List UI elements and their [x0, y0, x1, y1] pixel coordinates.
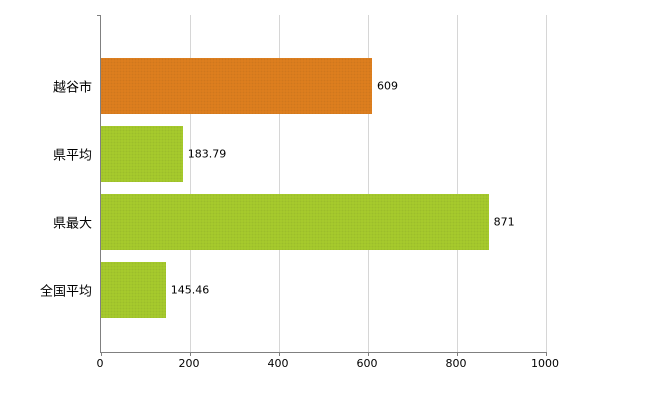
x-gridline [190, 15, 191, 352]
bar-3 [101, 194, 489, 250]
category-label: 全国平均 [39, 284, 92, 300]
x-tick-label: 200 [178, 357, 200, 370]
plot-area: 609 183.79 871 145.46 [97, 15, 547, 356]
bar-2 [101, 126, 183, 182]
value-label: 609 [377, 79, 398, 93]
x-gridline [546, 15, 547, 352]
x-tick-label: 600 [356, 357, 378, 370]
x-tick [279, 352, 280, 356]
value-label: 871 [493, 215, 515, 229]
category-label: 県最大 [52, 216, 92, 232]
bar-4 [101, 262, 166, 318]
y-axis-top-tick [97, 15, 101, 16]
x-tick-label: 800 [445, 357, 467, 370]
x-tick-label: 400 [267, 357, 289, 370]
x-gridline [279, 15, 280, 352]
value-label: 183.79 [187, 147, 227, 161]
x-gridline [368, 15, 369, 352]
category-label: 県平均 [52, 148, 92, 164]
x-tick [190, 352, 191, 356]
x-tick [368, 352, 369, 356]
x-tick-label: 0 [96, 357, 104, 370]
x-tick-label: 1000 [531, 357, 559, 370]
x-tick [101, 352, 102, 356]
category-label: 越谷市 [52, 80, 92, 96]
value-label: 145.46 [170, 283, 210, 297]
x-tick [546, 352, 547, 356]
bar-1 [101, 58, 372, 114]
x-gridline [457, 15, 458, 352]
x-tick [457, 352, 458, 356]
